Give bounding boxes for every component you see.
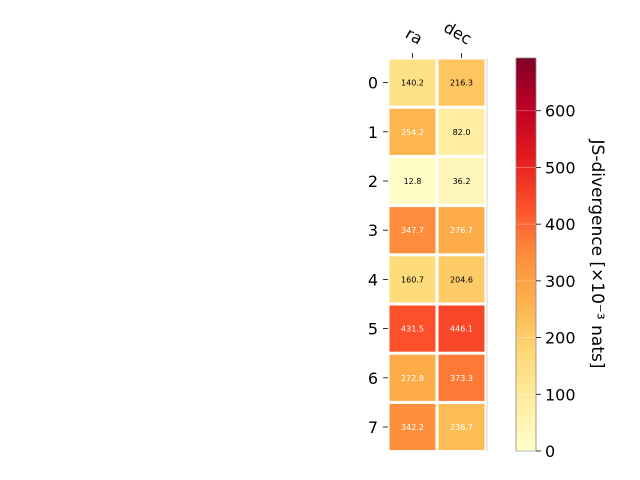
column-tick-labels: ra dec — [402, 18, 475, 58]
colorbar-tick-label: 0 — [545, 442, 555, 461]
cell-value-label: 347.7 — [401, 226, 424, 235]
cell-value-label: 216.3 — [450, 79, 473, 88]
heatmap-cell — [389, 403, 436, 451]
row-tick-label: 6 — [368, 369, 378, 388]
cell-value-label: 431.5 — [401, 325, 424, 334]
cell-value-label: 342.2 — [401, 423, 424, 432]
row-tick-label: 1 — [368, 123, 378, 142]
heatmap-cell — [438, 157, 485, 205]
cell-value-label: 82.0 — [453, 128, 471, 137]
heatmap-cell — [389, 108, 436, 155]
colorbar-ticks: 0 100 200 300 400 500 600 — [516, 102, 576, 461]
colorbar-tick-label: 200 — [545, 329, 576, 348]
heatmap-cell — [389, 354, 436, 401]
row-tick-labels: 0 1 2 3 4 5 6 7 — [368, 74, 388, 437]
row-tick-label: 5 — [368, 320, 378, 339]
heatmap-cell — [389, 305, 436, 352]
cell-value-label: 140.2 — [401, 79, 424, 88]
cell-value-label: 204.6 — [450, 275, 473, 284]
cell-value-label: 446.1 — [450, 325, 473, 334]
heatmap-cells: 140.2 216.3 254.2 82.0 12.8 36.2 347.7 276.7 160… — [389, 58, 488, 452]
heatmap-cell — [389, 59, 436, 106]
column-tick-label: dec — [441, 18, 475, 49]
colorbar-label: JS-divergence [×10⁻³ nats] — [587, 139, 607, 369]
cell-value-label: 36.2 — [453, 177, 471, 186]
row-tick-label: 4 — [368, 270, 378, 289]
heatmap-cell — [438, 108, 485, 155]
colorbar-tick-label: 300 — [545, 272, 576, 291]
cell-value-label: 12.8 — [404, 177, 422, 186]
heatmap-cell — [389, 207, 436, 254]
cell-value-label: 160.7 — [401, 275, 424, 284]
colorbar-tick-label: 500 — [545, 158, 576, 177]
row-tick-label: 7 — [368, 418, 378, 437]
heatmap-cell — [389, 157, 436, 205]
heatmap-cell — [438, 354, 485, 401]
cell-value-label: 276.7 — [450, 226, 473, 235]
colorbar-tick-label: 400 — [545, 215, 576, 234]
row-tick-label: 2 — [368, 172, 378, 191]
column-tick-label: ra — [402, 24, 426, 49]
cell-value-label: 236.7 — [450, 423, 473, 432]
heatmap-cell — [438, 59, 485, 106]
colorbar — [515, 57, 537, 452]
cell-value-label: 272.8 — [401, 374, 424, 383]
heatmap-cell — [438, 207, 485, 254]
cell-value-label: 373.3 — [450, 374, 473, 383]
heatmap-cell — [438, 256, 485, 303]
heatmap-cell — [389, 256, 436, 303]
colorbar-tick-label: 600 — [545, 102, 576, 121]
row-tick-label: 0 — [368, 74, 378, 93]
cell-value-label: 254.2 — [401, 128, 424, 137]
colorbar-tick-label: 100 — [545, 385, 576, 404]
heatmap-cell — [438, 403, 485, 451]
heatmap-cell — [438, 305, 485, 352]
row-tick-label: 3 — [368, 221, 378, 240]
